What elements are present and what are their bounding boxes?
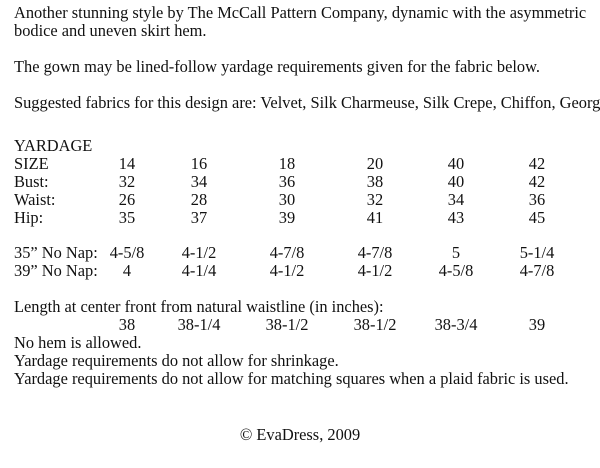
yardage-row-bust: Bust: 32 34 36 38 40 42: [0, 173, 600, 191]
yardage-cell: 40: [447, 172, 465, 191]
yardage-cell: 4-5/8: [109, 243, 145, 262]
yardage-cell: 36: [278, 172, 296, 191]
copyright: © EvaDress, 2009: [239, 425, 361, 444]
yardage-cell: 32: [118, 172, 136, 191]
yardage-cell: 42: [528, 154, 546, 173]
yardage-row-size: SIZE 14 16 18 20 40 42: [0, 155, 600, 173]
yardage-cell: 4-7/8: [269, 243, 305, 262]
intro-line-1: Another stunning style by The McCall Pat…: [14, 3, 587, 22]
yardage-cell: 42: [528, 172, 546, 191]
yardage-cell: 43: [447, 208, 465, 227]
yardage-cell: 32: [366, 190, 384, 209]
yardage-cell: 5-1/4: [519, 243, 555, 262]
yardage-cell: 45: [528, 208, 546, 227]
yardage-cell: 4: [122, 261, 132, 280]
yardage-cell: 4-1/2: [181, 243, 217, 262]
yardage-cell: 34: [447, 190, 465, 209]
yardage-cell: 4-1/2: [357, 261, 393, 280]
yardage-cell: 26: [118, 190, 136, 209]
yardage-cell: 4-7/8: [357, 243, 393, 262]
yardage-heading: YARDAGE: [14, 136, 93, 155]
yardage-cell: 40: [447, 154, 465, 173]
yardage-cell: 14: [118, 154, 136, 173]
row-label: Bust:: [14, 172, 49, 191]
yardage-row-hip: Hip: 35 37 39 41 43 45: [0, 209, 600, 227]
yardage-cell: 4-1/4: [181, 261, 217, 280]
lining-note: The gown may be lined-follow yardage req…: [14, 57, 540, 76]
yardage-cell: 37: [190, 208, 208, 227]
yardage-cell: 4-7/8: [519, 261, 555, 280]
yardage-cell: 39: [528, 315, 546, 334]
yardage-cell: 18: [278, 154, 296, 173]
yardage-cell: 30: [278, 190, 296, 209]
yardage-row-nap-35: 35” No Nap: 4-5/8 4-1/2 4-7/8 4-7/8 5 5-1/4: [0, 244, 600, 262]
yardage-cell: 4-5/8: [438, 261, 474, 280]
row-label: 35” No Nap:: [14, 243, 98, 262]
yardage-cell: 38-3/4: [434, 315, 478, 334]
yardage-cell: 41: [366, 208, 384, 227]
yardage-cell: 16: [190, 154, 208, 173]
yardage-cell: 35: [118, 208, 136, 227]
yardage-row-nap-39: 39” No Nap: 4 4-1/4 4-1/2 4-1/2 4-5/8 4-7/8: [0, 262, 600, 280]
yardage-cell: 36: [528, 190, 546, 209]
row-label: SIZE: [14, 154, 49, 173]
note-shrinkage: Yardage requirements do not allow for sh…: [14, 351, 339, 370]
row-label: Waist:: [14, 190, 56, 209]
suggested-fabrics: Suggested fabrics for this design are: V…: [14, 93, 600, 112]
note-no-hem: No hem is allowed.: [14, 333, 142, 352]
yardage-cell: 28: [190, 190, 208, 209]
yardage-cell: 34: [190, 172, 208, 191]
note-plaid: Yardage requirements do not allow for ma…: [14, 369, 569, 388]
yardage-cell: 38-1/2: [265, 315, 309, 334]
yardage-row-waist: Waist: 26 28 30 32 34 36: [0, 191, 600, 209]
yardage-cell: 38: [366, 172, 384, 191]
row-label: 39” No Nap:: [14, 261, 98, 280]
yardage-cell: 39: [278, 208, 296, 227]
yardage-cell: 5: [451, 243, 461, 262]
yardage-cell: 38-1/4: [177, 315, 221, 334]
yardage-cell: 38: [118, 315, 136, 334]
yardage-cell: 20: [366, 154, 384, 173]
yardage-cell: 4-1/2: [269, 261, 305, 280]
length-heading: Length at center front from natural wais…: [14, 297, 384, 316]
yardage-cell: 38-1/2: [353, 315, 397, 334]
intro-line-2: bodice and uneven skirt hem.: [14, 21, 207, 40]
row-label: Hip:: [14, 208, 44, 227]
yardage-row-length: 38 38-1/4 38-1/2 38-1/2 38-3/4 39: [0, 316, 600, 334]
